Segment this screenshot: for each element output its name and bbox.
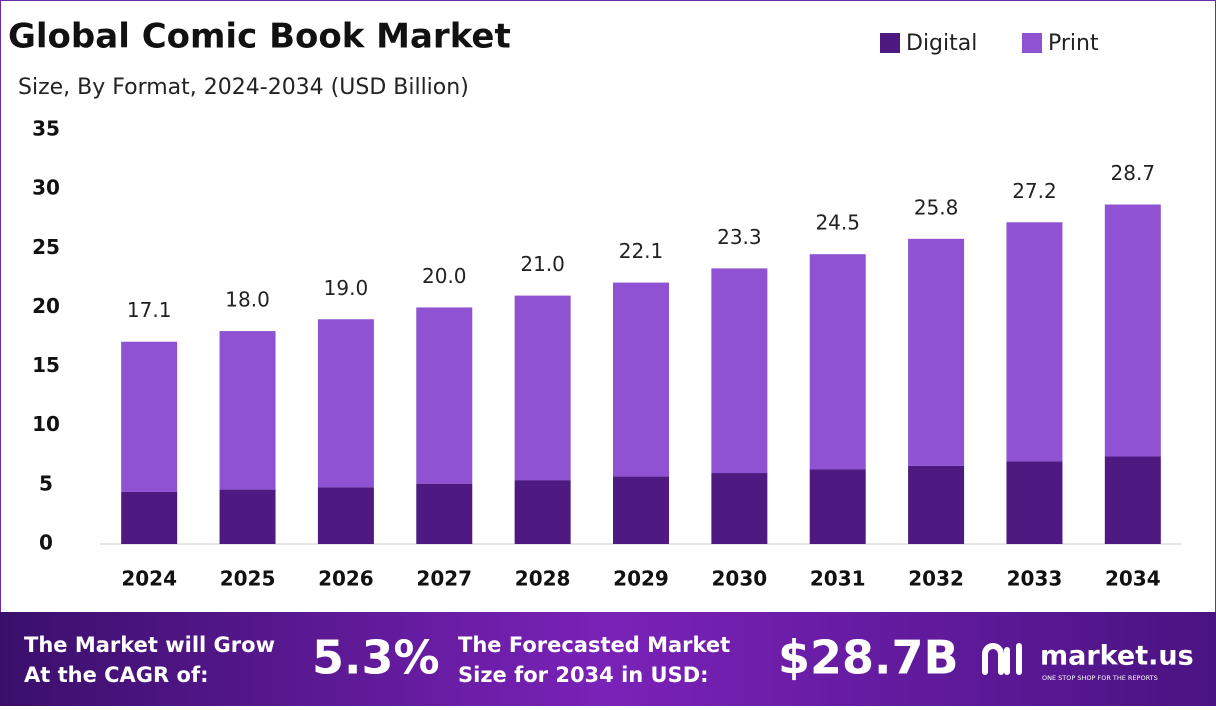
x-tick-label: 2024 [121,567,177,591]
bar-segment [1104,456,1161,544]
x-tick-label: 2030 [712,567,768,591]
legend-label: Digital [906,31,977,56]
x-tick-label: 2027 [416,567,472,591]
y-tick-label: 10 [32,412,60,436]
x-tick-label: 2034 [1105,567,1161,591]
total-label: 22.1 [619,239,664,263]
total-label: 17.1 [127,298,172,322]
x-tick-label: 2025 [220,567,276,591]
bar-segment [1104,204,1161,457]
total-label: 19.0 [324,276,369,300]
total-label: 20.0 [422,264,467,288]
bar-segment [908,238,965,466]
banner [0,612,1216,706]
bar-segment [809,254,866,470]
bar-segment [514,480,571,544]
legend-swatch [880,33,900,53]
y-tick-label: 0 [39,531,53,555]
total-label: 24.5 [815,211,860,235]
bar-segment [416,483,473,544]
legend-swatch [1022,33,1042,53]
bar-segment [121,491,178,544]
bar-segment [613,282,669,477]
y-tick-label: 15 [32,353,60,377]
x-tick-label: 2033 [1007,567,1063,591]
bar-segment [219,331,276,490]
bar-segment [1006,222,1063,462]
plot: 0510152025303517.1202418.0202519.0202620… [32,117,1182,591]
banner-text: The Forecasted Market [458,633,730,657]
y-tick-label: 5 [39,471,53,495]
bar-segment [317,319,374,488]
y-tick-label: 25 [32,235,60,259]
bar-segment [908,465,965,544]
bar-segment [416,307,473,484]
y-tick-label: 30 [32,176,60,200]
brand-logo [982,643,1022,675]
bar-segment [219,489,276,544]
total-label: 18.0 [225,288,270,312]
total-label: 28.7 [1111,161,1156,185]
banner-text: The Market will Grow [24,633,275,657]
y-tick-label: 35 [32,117,60,141]
legend-label: Print [1048,31,1099,56]
legend: Digital Print [880,31,1099,56]
total-label: 27.2 [1012,179,1057,203]
banner-value: 5.3% [312,631,440,685]
bar-segment [317,487,374,544]
bar-segment [514,295,571,481]
total-label: 25.8 [914,195,959,219]
bar-segment [1006,461,1063,544]
brand-name: market.us [1040,641,1194,672]
bar-segment [809,469,866,544]
x-tick-label: 2029 [613,567,669,591]
banner-value: $28.7B [778,631,959,685]
bar-segment [711,473,768,544]
chart-title: Global Comic Book Market [8,17,511,57]
x-tick-label: 2032 [908,567,964,591]
banner-text: Size for 2034 in USD: [458,663,709,687]
x-tick-label: 2028 [515,567,571,591]
total-label: 21.0 [520,252,565,276]
total-label: 23.3 [717,225,762,249]
y-tick-label: 20 [32,294,60,318]
x-tick-label: 2026 [318,567,374,591]
bar-segment [121,341,178,492]
chart-subtitle: Size, By Format, 2024-2034 (USD Billion) [18,75,469,100]
bar-segment [711,268,768,474]
banner-text: At the CAGR of: [24,663,209,687]
bar-segment [613,476,669,544]
x-tick-label: 2031 [810,567,866,591]
brand-tagline: ONE STOP SHOP FOR THE REPORTS [1042,674,1158,682]
